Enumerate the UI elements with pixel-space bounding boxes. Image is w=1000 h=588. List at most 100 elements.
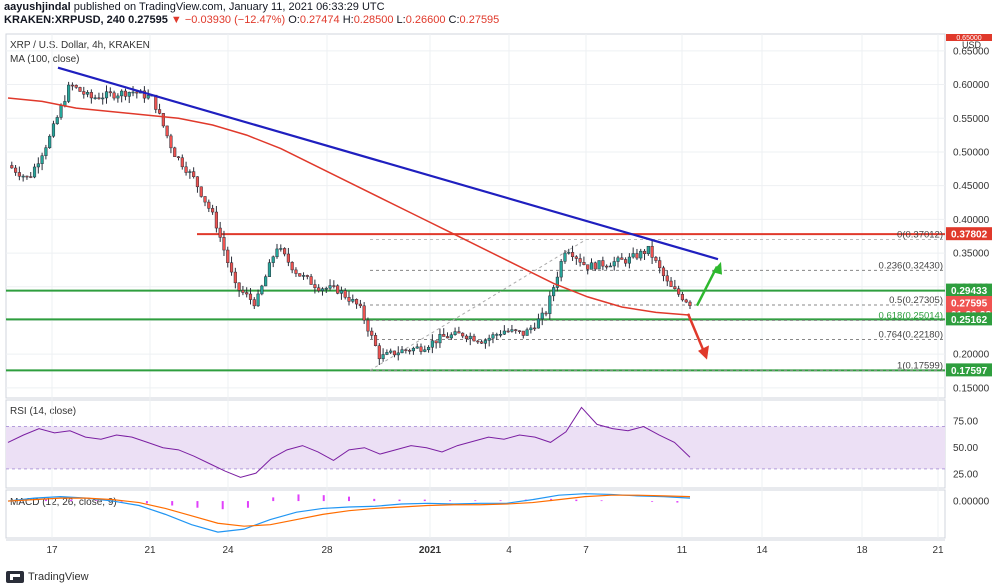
candle-body (17, 172, 21, 177)
y-tick-label: 0.20000 (953, 350, 990, 361)
candle-body (245, 292, 249, 295)
ma-line (7, 97, 691, 316)
candle-body (146, 95, 150, 99)
candle-body (631, 253, 635, 258)
candle-body (673, 286, 677, 290)
candle-body (332, 285, 336, 287)
candle-body (582, 262, 586, 265)
candle-body (97, 97, 101, 100)
candle-body (298, 273, 302, 277)
candle-body (343, 290, 347, 298)
rsi-pane (6, 406, 945, 478)
rsi-tick-label: 25.00 (953, 470, 978, 481)
candle-body (483, 340, 487, 344)
main-pane-title: XRP / U.S. Dollar, 4h, KRAKEN (10, 40, 150, 51)
candle-body (605, 265, 609, 268)
candle-body (601, 260, 605, 267)
candle-body (616, 257, 620, 262)
candle-body (355, 299, 359, 305)
candle-body (506, 330, 510, 333)
candle-body (55, 117, 59, 125)
candle-body (533, 327, 537, 330)
author-name[interactable]: aayushjindal (4, 1, 71, 13)
candle-body (32, 166, 37, 178)
candle-body (180, 157, 184, 168)
candle-body (351, 299, 355, 302)
candle-body (89, 92, 93, 99)
candle-body (176, 156, 181, 158)
candle-body (461, 332, 465, 337)
ma-legend: MA (100, close) (10, 54, 80, 65)
candle-body (362, 305, 366, 321)
candle-body (521, 330, 525, 336)
candle-body (426, 346, 431, 351)
candle-body (203, 196, 207, 203)
candle-body (639, 250, 643, 259)
moving-average (7, 97, 691, 316)
axes: 17 21 24 28 2021 4 7 11 14 18 21 0.15000 0.20000 0.25… (46, 46, 989, 556)
candle-body (510, 329, 514, 332)
candle-body (85, 92, 90, 95)
symbol-label[interactable]: KRAKEN:XRPUSD, 240 (4, 14, 126, 26)
candle-body (237, 282, 241, 291)
projection-arrows (686, 261, 722, 360)
candle-body (680, 294, 684, 301)
candle-body (658, 260, 662, 269)
candle-body (74, 85, 78, 88)
candle-body (661, 267, 666, 277)
candle-body (396, 352, 400, 356)
ohlc-line: KRAKEN:XRPUSD, 240 0.27595 ▼ −0.03930 (−… (4, 14, 499, 27)
y-tick-label: 0.60000 (953, 80, 990, 91)
x-tick-label: 21 (932, 545, 944, 556)
candlestick-series (10, 81, 692, 365)
close-label: C: (448, 14, 460, 26)
candle-body (381, 354, 385, 360)
candle-body (347, 297, 351, 302)
price-badges: 0.650000.378020.294330.2759501:26:380.25… (946, 34, 992, 377)
top-price-badge-text: 0.65000 (956, 35, 981, 42)
fib-label: 0.236(0.32430) (879, 260, 943, 271)
x-tick-label: 11 (677, 545, 688, 556)
price-badge (946, 363, 992, 377)
candle-body (309, 276, 313, 285)
candle-body (317, 287, 321, 291)
rsi-band (6, 426, 945, 469)
price-badge-text: 0.37802 (951, 230, 988, 241)
fib-label: 0.764(0.22180) (879, 329, 943, 340)
footer-brand[interactable]: TradingView (28, 571, 89, 583)
price-badge-text: 0.17597 (951, 366, 988, 377)
candle-body (82, 91, 86, 95)
candle-body (514, 329, 518, 331)
candle-body (642, 250, 647, 255)
open-value: 0.27474 (299, 14, 340, 26)
rsi-line (7, 406, 691, 478)
candle-body (222, 237, 226, 251)
candle-body (108, 91, 112, 94)
candle-body (464, 335, 469, 340)
candle-body (445, 336, 450, 339)
candle-body (502, 330, 506, 335)
x-tick-label: 24 (222, 545, 234, 556)
candle-body (635, 253, 639, 259)
candle-body (161, 113, 165, 127)
candle-body (336, 285, 340, 294)
rsi-legend: RSI (14, close) (10, 406, 77, 417)
candle-body (552, 287, 556, 297)
y-tick-label: 0.55000 (953, 114, 990, 125)
candle-body (320, 288, 325, 291)
candle-body (104, 91, 109, 99)
candle-body (25, 175, 29, 178)
candle-body (241, 290, 245, 293)
candle-body (392, 350, 397, 356)
candle-body (449, 334, 453, 339)
candle-body (688, 301, 692, 306)
candle-body (116, 95, 120, 99)
price-badge-text: 0.29433 (951, 286, 988, 297)
candle-body (233, 271, 237, 284)
candle-body (677, 288, 681, 295)
x-tick-label: 14 (756, 545, 768, 556)
candle-body (267, 262, 272, 277)
fib-label: 1(0.17599) (897, 360, 943, 371)
candle-body (14, 167, 18, 173)
